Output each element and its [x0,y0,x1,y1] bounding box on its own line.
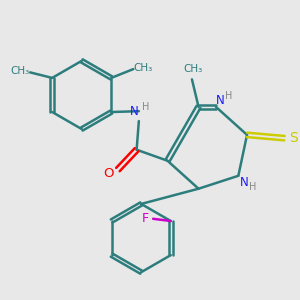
Text: H: H [226,91,233,101]
Text: N: N [130,105,139,118]
Text: O: O [103,167,113,180]
Text: N: N [239,176,248,189]
Text: H: H [142,102,149,112]
Text: F: F [142,212,149,225]
Text: CH₃: CH₃ [183,64,203,74]
Text: CH₃: CH₃ [11,66,30,76]
Text: CH₃: CH₃ [134,63,153,73]
Text: S: S [289,131,298,145]
Text: N: N [216,94,225,107]
Text: H: H [249,182,256,192]
